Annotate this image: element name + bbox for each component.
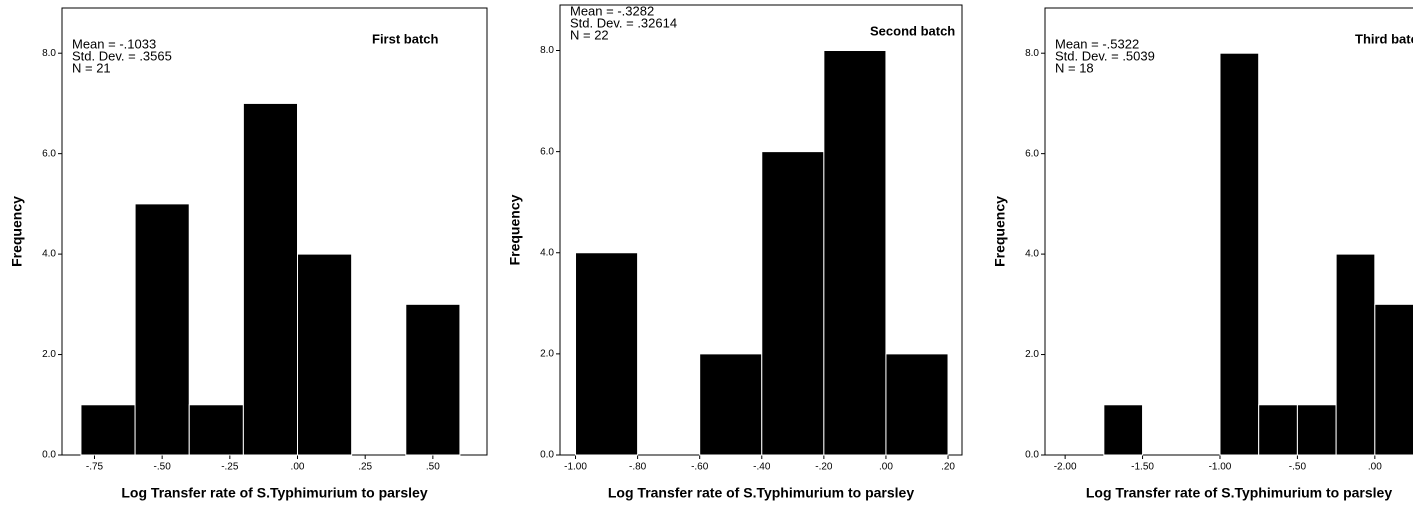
x-tick-label: .00 xyxy=(1368,462,1382,473)
x-tick-label: -.50 xyxy=(154,462,172,473)
x-tick-label: .50 xyxy=(426,462,440,473)
stat-line: Std. Dev. = .32614 xyxy=(570,15,677,30)
bar xyxy=(134,203,190,456)
y-tick-label: 8.0 xyxy=(540,45,554,56)
bar xyxy=(1335,253,1376,456)
x-axis-label: Log Transfer rate of S.Typhimurium to pa… xyxy=(608,485,914,501)
x-axis-label: Log Transfer rate of S.Typhimurium to pa… xyxy=(121,485,427,501)
bar xyxy=(80,404,136,456)
bar xyxy=(188,404,244,456)
y-tick-label: 4.0 xyxy=(42,249,56,260)
bar xyxy=(1103,404,1144,456)
y-tick-label: 0.0 xyxy=(42,450,56,461)
bar xyxy=(1296,404,1337,456)
stat-line: N = 21 xyxy=(72,60,111,75)
stat-line: N = 22 xyxy=(570,27,609,42)
panel: 0.0 2.0 4.0 6.0 8.0 -1.00 -.80 -.60 -.40 -.20 .00.… xyxy=(507,3,963,501)
bar xyxy=(242,102,299,456)
x-tick-label: -.75 xyxy=(86,462,104,473)
stat-line: Std. Dev. = .5039 xyxy=(1055,48,1155,63)
x-tick-label: .25 xyxy=(358,462,372,473)
bar xyxy=(1219,52,1260,456)
stat-line: Mean = -.5322 xyxy=(1055,36,1139,51)
x-tick-label: -.80 xyxy=(629,462,647,473)
x-tick-label: -.25 xyxy=(221,462,239,473)
bar xyxy=(575,252,639,456)
x-tick-label: -.40 xyxy=(753,462,771,473)
y-tick-label: 4.0 xyxy=(540,247,554,258)
x-tick-label: -1.00 xyxy=(1209,462,1232,473)
panel: 0.02.04.06.08.0-2.00-1.50-1.00-.50.00.50… xyxy=(992,7,1413,501)
bar xyxy=(1374,303,1413,456)
x-tick-label: -.60 xyxy=(691,462,709,473)
stat-line: Mean = -.3282 xyxy=(570,3,654,18)
y-tick-label: 0.0 xyxy=(1025,450,1039,461)
x-tick-label: -.20 xyxy=(815,462,833,473)
bar xyxy=(405,303,461,456)
x-tick-label: .20 xyxy=(941,462,955,473)
y-tick-label: 6.0 xyxy=(1025,148,1039,159)
x-tick-label: -1.00 xyxy=(564,462,587,473)
bar xyxy=(699,353,763,456)
bar xyxy=(885,353,949,456)
y-tick-label: 6.0 xyxy=(42,148,56,159)
batch-label: Third batch xyxy=(1355,31,1413,46)
x-tick-label: .00 xyxy=(291,462,305,473)
bar xyxy=(761,151,825,456)
x-tick-label: -2.00 xyxy=(1054,462,1077,473)
batch-label: Second batch xyxy=(870,23,955,38)
x-axis-label: Log Transfer rate of S.Typhimurium to pa… xyxy=(1086,485,1392,501)
stat-line: Std. Dev. = .3565 xyxy=(72,48,172,63)
stat-line: N = 18 xyxy=(1055,60,1094,75)
x-tick-label: -1.50 xyxy=(1131,462,1154,473)
y-tick-label: 2.0 xyxy=(42,349,56,360)
x-tick-label: -.50 xyxy=(1289,462,1307,473)
bar xyxy=(297,253,353,456)
y-tick-label: 8.0 xyxy=(1025,48,1039,59)
x-tick-label: .00 xyxy=(879,462,893,473)
stat-line: Mean = -.1033 xyxy=(72,36,156,51)
y-tick-label: 8.0 xyxy=(42,48,56,59)
y-tick-label: 0.0 xyxy=(540,450,554,461)
panel: 0.0 2.0 4.0 6.0 8.0 -.75 -.50 -.25 .00 .25 .50 Mean… xyxy=(9,7,488,501)
y-tick-label: 2.0 xyxy=(1025,349,1039,360)
y-tick-label: 2.0 xyxy=(540,349,554,360)
bar xyxy=(1258,404,1298,456)
y-tick-label: 6.0 xyxy=(540,146,554,157)
y-tick-label: 4.0 xyxy=(1025,249,1039,260)
y-axis-label: Frequency xyxy=(992,196,1008,267)
y-axis-label: Frequency xyxy=(9,196,25,267)
y-axis-label: Frequency xyxy=(507,194,523,265)
batch-label: First batch xyxy=(372,31,439,46)
bar xyxy=(823,50,887,456)
